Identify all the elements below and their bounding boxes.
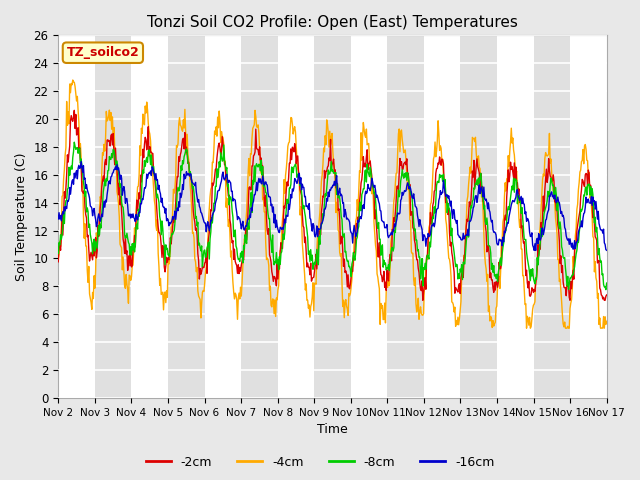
Legend: -2cm, -4cm, -8cm, -16cm: -2cm, -4cm, -8cm, -16cm	[141, 451, 499, 474]
Bar	[351, 36, 387, 398]
Title: Tonzi Soil CO2 Profile: Open (East) Temperatures: Tonzi Soil CO2 Profile: Open (East) Temp…	[147, 15, 518, 30]
Bar	[424, 36, 460, 398]
X-axis label: Time: Time	[317, 423, 348, 436]
Text: TZ_soilco2: TZ_soilco2	[67, 46, 140, 59]
Bar	[95, 36, 131, 398]
Bar	[314, 36, 351, 398]
Y-axis label: Soil Temperature (C): Soil Temperature (C)	[15, 152, 28, 281]
Bar	[205, 36, 241, 398]
Bar	[387, 36, 424, 398]
Bar	[570, 36, 607, 398]
Bar	[241, 36, 278, 398]
Bar	[131, 36, 168, 398]
Bar	[58, 36, 95, 398]
Bar	[278, 36, 314, 398]
Bar	[460, 36, 497, 398]
Bar	[534, 36, 570, 398]
Bar	[168, 36, 205, 398]
Bar	[497, 36, 534, 398]
